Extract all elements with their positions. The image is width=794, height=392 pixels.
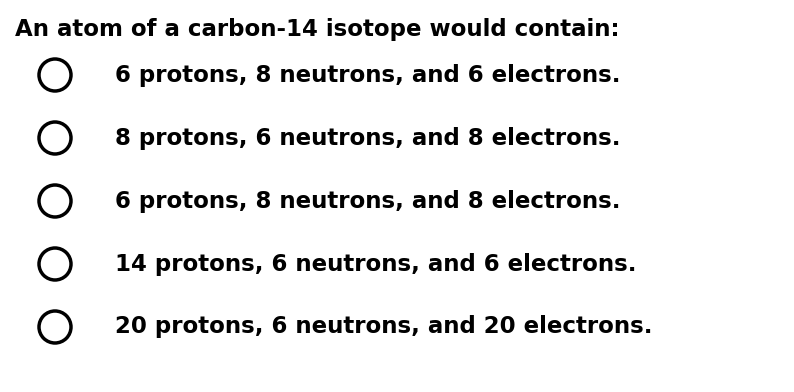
Text: 6 protons, 8 neutrons, and 8 electrons.: 6 protons, 8 neutrons, and 8 electrons. <box>115 189 620 212</box>
Text: An atom of a carbon-14 isotope would contain:: An atom of a carbon-14 isotope would con… <box>15 18 619 41</box>
Text: 6 protons, 8 neutrons, and 6 electrons.: 6 protons, 8 neutrons, and 6 electrons. <box>115 64 620 87</box>
Text: 20 protons, 6 neutrons, and 20 electrons.: 20 protons, 6 neutrons, and 20 electrons… <box>115 316 653 339</box>
Text: 14 protons, 6 neutrons, and 6 electrons.: 14 protons, 6 neutrons, and 6 electrons. <box>115 252 637 276</box>
Text: 8 protons, 6 neutrons, and 8 electrons.: 8 protons, 6 neutrons, and 8 electrons. <box>115 127 620 149</box>
